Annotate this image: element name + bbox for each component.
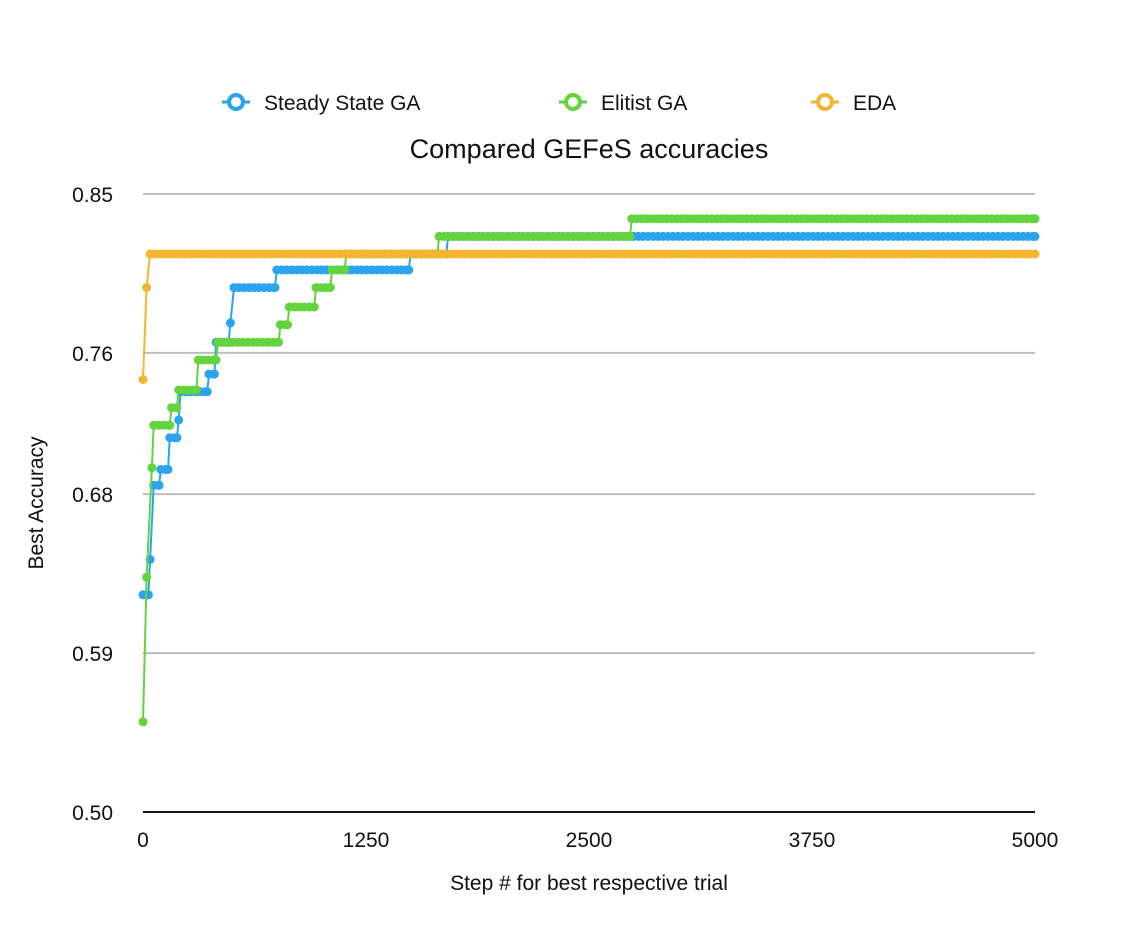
legend-item: EDA — [811, 92, 896, 115]
legend: Steady State GA Elitist GA EDA — [222, 92, 896, 115]
legend-label: EDA — [853, 92, 896, 115]
series-eda — [138, 249, 1040, 384]
data-point — [172, 403, 182, 413]
x-tick-label: 1250 — [343, 829, 390, 852]
y-tick-label: 0.50 — [72, 802, 113, 825]
data-point — [138, 374, 148, 384]
y-tick-label: 0.59 — [72, 643, 113, 666]
data-point — [165, 420, 175, 430]
data-point — [142, 283, 152, 293]
y-tick-label: 0.76 — [72, 343, 113, 366]
x-tick-label: 0 — [137, 829, 149, 852]
x-tick-labels: 0 1250 2500 3750 5000 — [137, 829, 1058, 852]
legend-marker — [227, 93, 245, 111]
data-point — [192, 385, 201, 395]
data-point — [625, 231, 635, 241]
data-point — [1030, 214, 1040, 224]
x-tick-label: 5000 — [1012, 829, 1059, 852]
legend-marker — [816, 93, 834, 111]
series-layer — [138, 214, 1040, 727]
y-tick-labels: 0.50 0.59 0.68 0.76 0.85 — [72, 184, 113, 825]
data-point — [1030, 249, 1040, 259]
data-point — [325, 283, 335, 293]
data-point — [309, 302, 319, 312]
chart-title: Compared GEFeS accuracies — [410, 134, 769, 164]
y-tick-label: 0.68 — [72, 484, 113, 507]
data-point — [142, 572, 152, 582]
data-point — [270, 283, 280, 293]
data-point — [225, 318, 235, 328]
legend-item: Steady State GA — [222, 92, 420, 115]
data-point — [147, 463, 157, 473]
data-point — [138, 717, 148, 727]
data-point — [283, 320, 292, 330]
data-point — [1030, 231, 1040, 241]
legend-marker — [564, 93, 582, 111]
series-line — [142, 217, 1035, 722]
data-point — [209, 369, 219, 379]
x-axis-title: Step # for best respective trial — [450, 872, 728, 895]
legend-label: Steady State GA — [264, 92, 420, 115]
data-point — [174, 415, 184, 425]
x-tick-label: 2500 — [566, 829, 613, 852]
data-point — [274, 337, 284, 347]
data-point — [163, 465, 173, 474]
data-point — [172, 433, 182, 443]
data-point — [154, 480, 164, 490]
legend-item: Elitist GA — [559, 92, 687, 115]
data-point — [404, 265, 414, 275]
data-point — [340, 265, 350, 275]
series-steady-state-ga — [138, 231, 1040, 600]
legend-label: Elitist GA — [601, 92, 687, 115]
y-tick-label: 0.85 — [72, 184, 113, 207]
data-point — [202, 387, 212, 397]
data-point — [211, 355, 221, 365]
gridlines — [143, 193, 1035, 655]
y-axis-title: Best Accuracy — [25, 436, 48, 570]
x-tick-label: 3750 — [789, 829, 836, 852]
